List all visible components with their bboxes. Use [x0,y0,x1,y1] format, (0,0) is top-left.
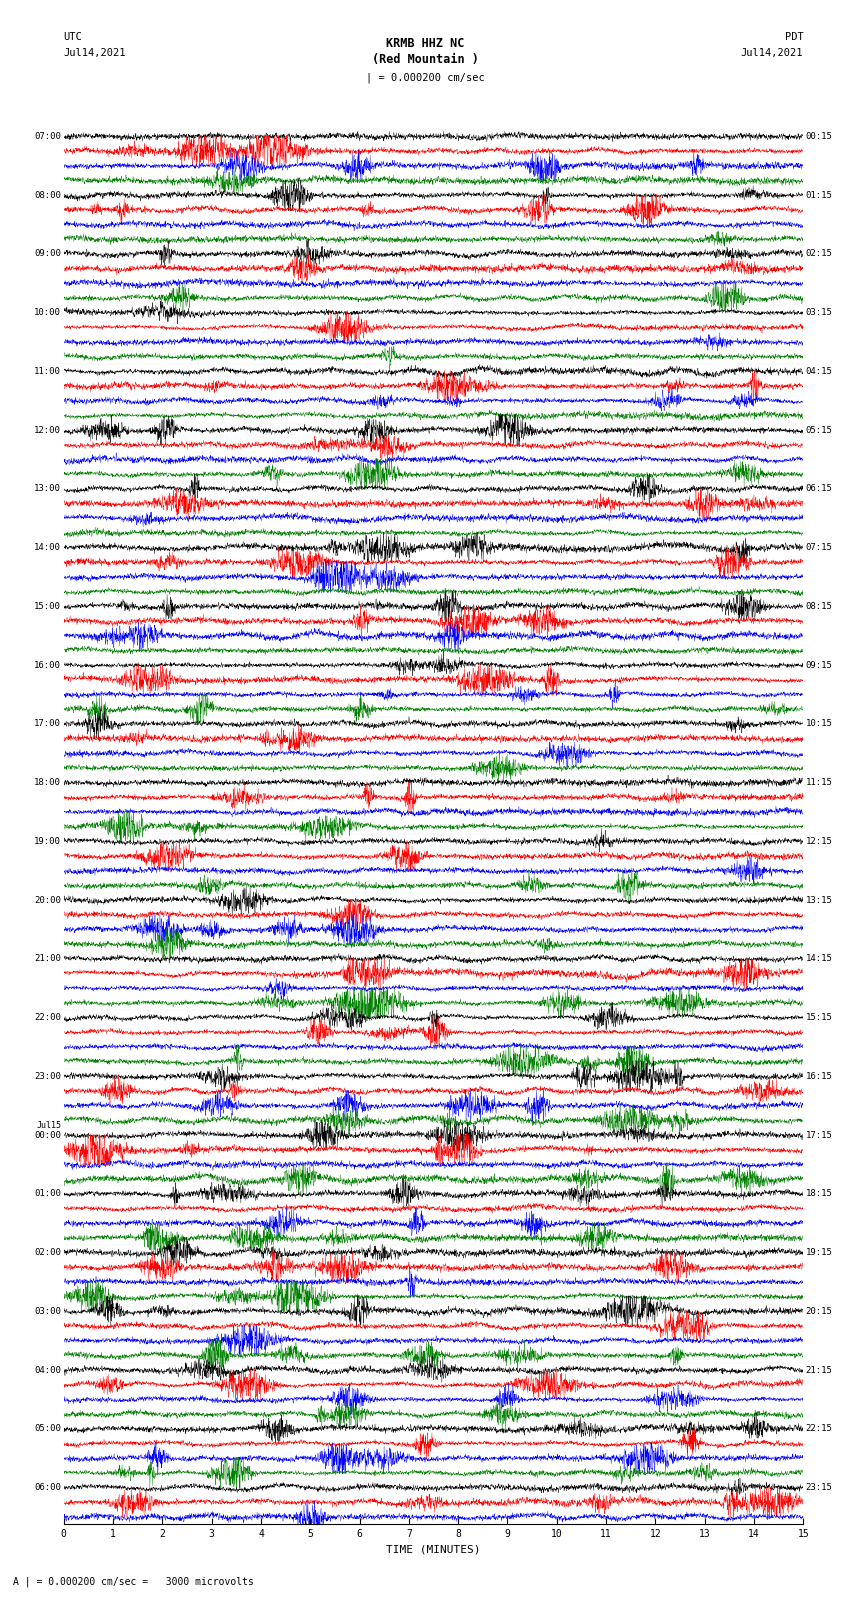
Text: 19:00: 19:00 [34,837,61,845]
Text: (Red Mountain ): (Red Mountain ) [371,53,479,66]
Text: 03:00: 03:00 [34,1307,61,1316]
Text: 04:15: 04:15 [806,366,833,376]
Text: 22:15: 22:15 [806,1424,833,1434]
Text: 15:00: 15:00 [34,602,61,611]
Text: 18:00: 18:00 [34,777,61,787]
Text: 09:00: 09:00 [34,250,61,258]
Text: Jul15: Jul15 [37,1121,61,1131]
Text: KRMB HHZ NC: KRMB HHZ NC [386,37,464,50]
Text: 13:00: 13:00 [34,484,61,494]
Text: A | = 0.000200 cm/sec =   3000 microvolts: A | = 0.000200 cm/sec = 3000 microvolts [13,1576,253,1587]
Text: 17:00: 17:00 [34,719,61,729]
Text: 10:00: 10:00 [34,308,61,318]
Text: 13:15: 13:15 [806,895,833,905]
Text: 17:15: 17:15 [806,1131,833,1140]
Text: PDT: PDT [785,32,803,42]
Text: 12:15: 12:15 [806,837,833,845]
Text: 16:15: 16:15 [806,1071,833,1081]
Text: 01:00: 01:00 [34,1189,61,1198]
Text: 21:00: 21:00 [34,955,61,963]
Text: Jul14,2021: Jul14,2021 [64,48,127,58]
Text: | = 0.000200 cm/sec: | = 0.000200 cm/sec [366,73,484,84]
Text: 11:15: 11:15 [806,777,833,787]
Text: 18:15: 18:15 [806,1189,833,1198]
Text: 23:00: 23:00 [34,1071,61,1081]
Text: 20:00: 20:00 [34,895,61,905]
Text: 19:15: 19:15 [806,1248,833,1257]
Text: 00:00: 00:00 [34,1131,61,1140]
Text: 11:00: 11:00 [34,366,61,376]
Text: 07:00: 07:00 [34,132,61,140]
Text: 08:15: 08:15 [806,602,833,611]
Text: 23:15: 23:15 [806,1482,833,1492]
Text: UTC: UTC [64,32,82,42]
Text: 12:00: 12:00 [34,426,61,434]
Text: 16:00: 16:00 [34,661,61,669]
Text: 10:15: 10:15 [806,719,833,729]
Text: 21:15: 21:15 [806,1366,833,1374]
Text: 01:15: 01:15 [806,190,833,200]
Text: 06:00: 06:00 [34,1482,61,1492]
Text: Jul14,2021: Jul14,2021 [740,48,803,58]
X-axis label: TIME (MINUTES): TIME (MINUTES) [386,1545,481,1555]
Text: 14:15: 14:15 [806,955,833,963]
Text: 15:15: 15:15 [806,1013,833,1023]
Text: 20:15: 20:15 [806,1307,833,1316]
Text: 08:00: 08:00 [34,190,61,200]
Text: 22:00: 22:00 [34,1013,61,1023]
Text: 14:00: 14:00 [34,544,61,552]
Text: 09:15: 09:15 [806,661,833,669]
Text: 03:15: 03:15 [806,308,833,318]
Text: 07:15: 07:15 [806,544,833,552]
Text: 00:15: 00:15 [806,132,833,140]
Text: 05:15: 05:15 [806,426,833,434]
Text: 05:00: 05:00 [34,1424,61,1434]
Text: 02:00: 02:00 [34,1248,61,1257]
Text: 04:00: 04:00 [34,1366,61,1374]
Text: 02:15: 02:15 [806,250,833,258]
Text: 06:15: 06:15 [806,484,833,494]
